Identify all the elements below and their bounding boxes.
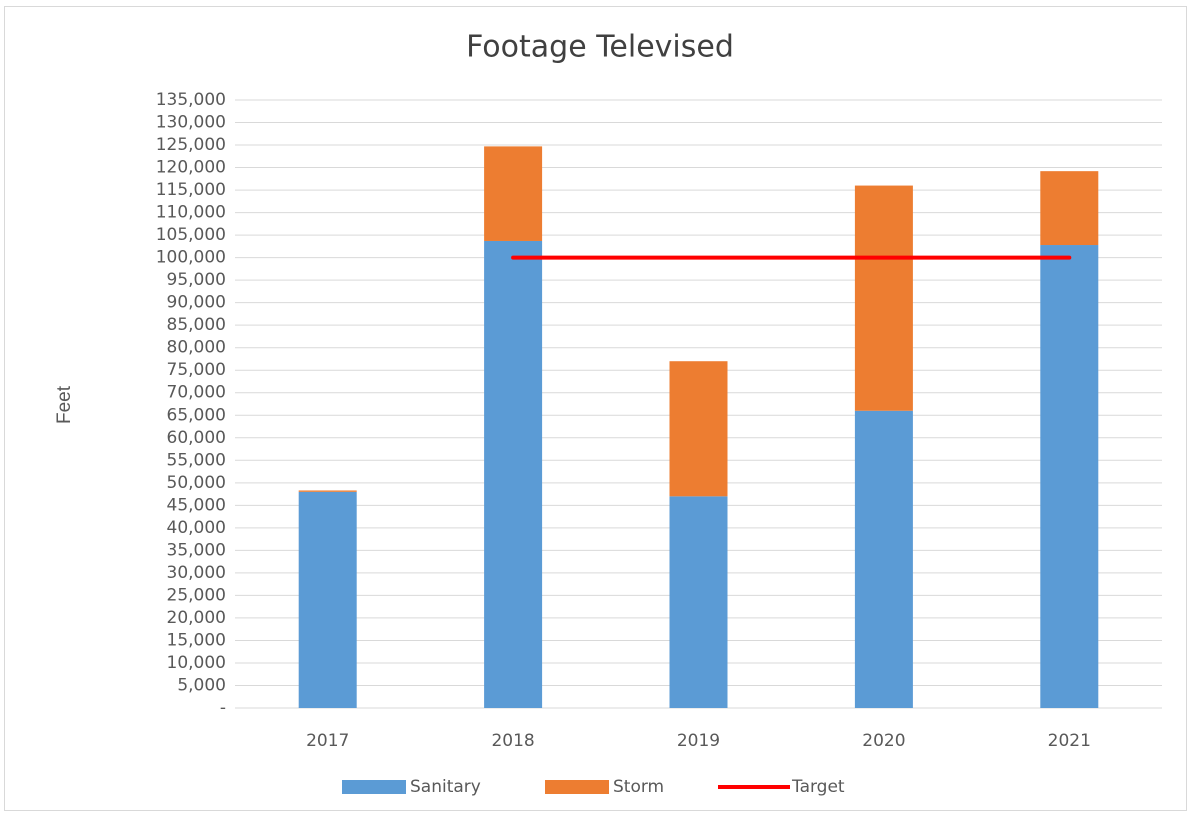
y-tick-label: 5,000 [177,675,226,695]
legend-label: Storm [613,777,664,797]
y-tick-label: 10,000 [167,653,226,673]
y-tick-label: 100,000 [156,248,226,268]
y-tick-label: 90,000 [167,293,226,313]
chart-border [4,6,1187,811]
y-tick-label: 75,000 [167,360,226,380]
y-tick-label: 65,000 [167,405,226,425]
bar [669,496,728,708]
y-tick-label: 25,000 [167,585,226,605]
x-tick-label: 2019 [677,731,720,751]
x-tick-label: 2018 [491,731,534,751]
x-tick-label: 2017 [306,731,349,751]
y-tick-label: 60,000 [167,428,226,448]
y-tick-label: 30,000 [167,563,226,583]
y-tick-label: 115,000 [156,180,226,200]
x-tick-label: 2021 [1048,731,1091,751]
legend-label: Target [791,777,845,797]
bar [484,146,543,241]
y-tick-label: 85,000 [167,315,226,335]
legend-swatch [545,780,609,794]
y-tick-label: 20,000 [167,608,226,628]
y-tick-label: 45,000 [167,495,226,515]
bar [298,490,357,492]
bar [1040,171,1099,246]
bar [484,240,543,708]
y-tick-label: 15,000 [167,630,226,650]
bar [298,491,357,708]
y-axis-label: Feet [54,385,75,424]
y-tick-label: 70,000 [167,383,226,403]
y-tick-label: 80,000 [167,338,226,358]
y-tick-label: 110,000 [156,203,226,223]
y-tick-label: 55,000 [167,450,226,470]
bar [854,410,913,708]
bar [669,361,728,497]
y-tick-label: 120,000 [156,158,226,178]
y-tick-label: 130,000 [156,113,226,133]
y-tick-label: 40,000 [167,518,226,538]
y-tick-label: 50,000 [167,473,226,493]
legend-label: Sanitary [410,777,481,797]
y-tick-label: 135,000 [156,90,226,110]
y-tick-label: 95,000 [167,270,226,290]
chart-title: Footage Televised [466,30,734,65]
y-tick-label: 105,000 [156,225,226,245]
legend-swatch [342,780,406,794]
bar [854,185,913,411]
y-tick-label: - [220,698,226,718]
y-tick-label: 125,000 [156,135,226,155]
x-tick-label: 2020 [862,731,905,751]
bar [1040,245,1099,708]
y-tick-label: 35,000 [167,540,226,560]
